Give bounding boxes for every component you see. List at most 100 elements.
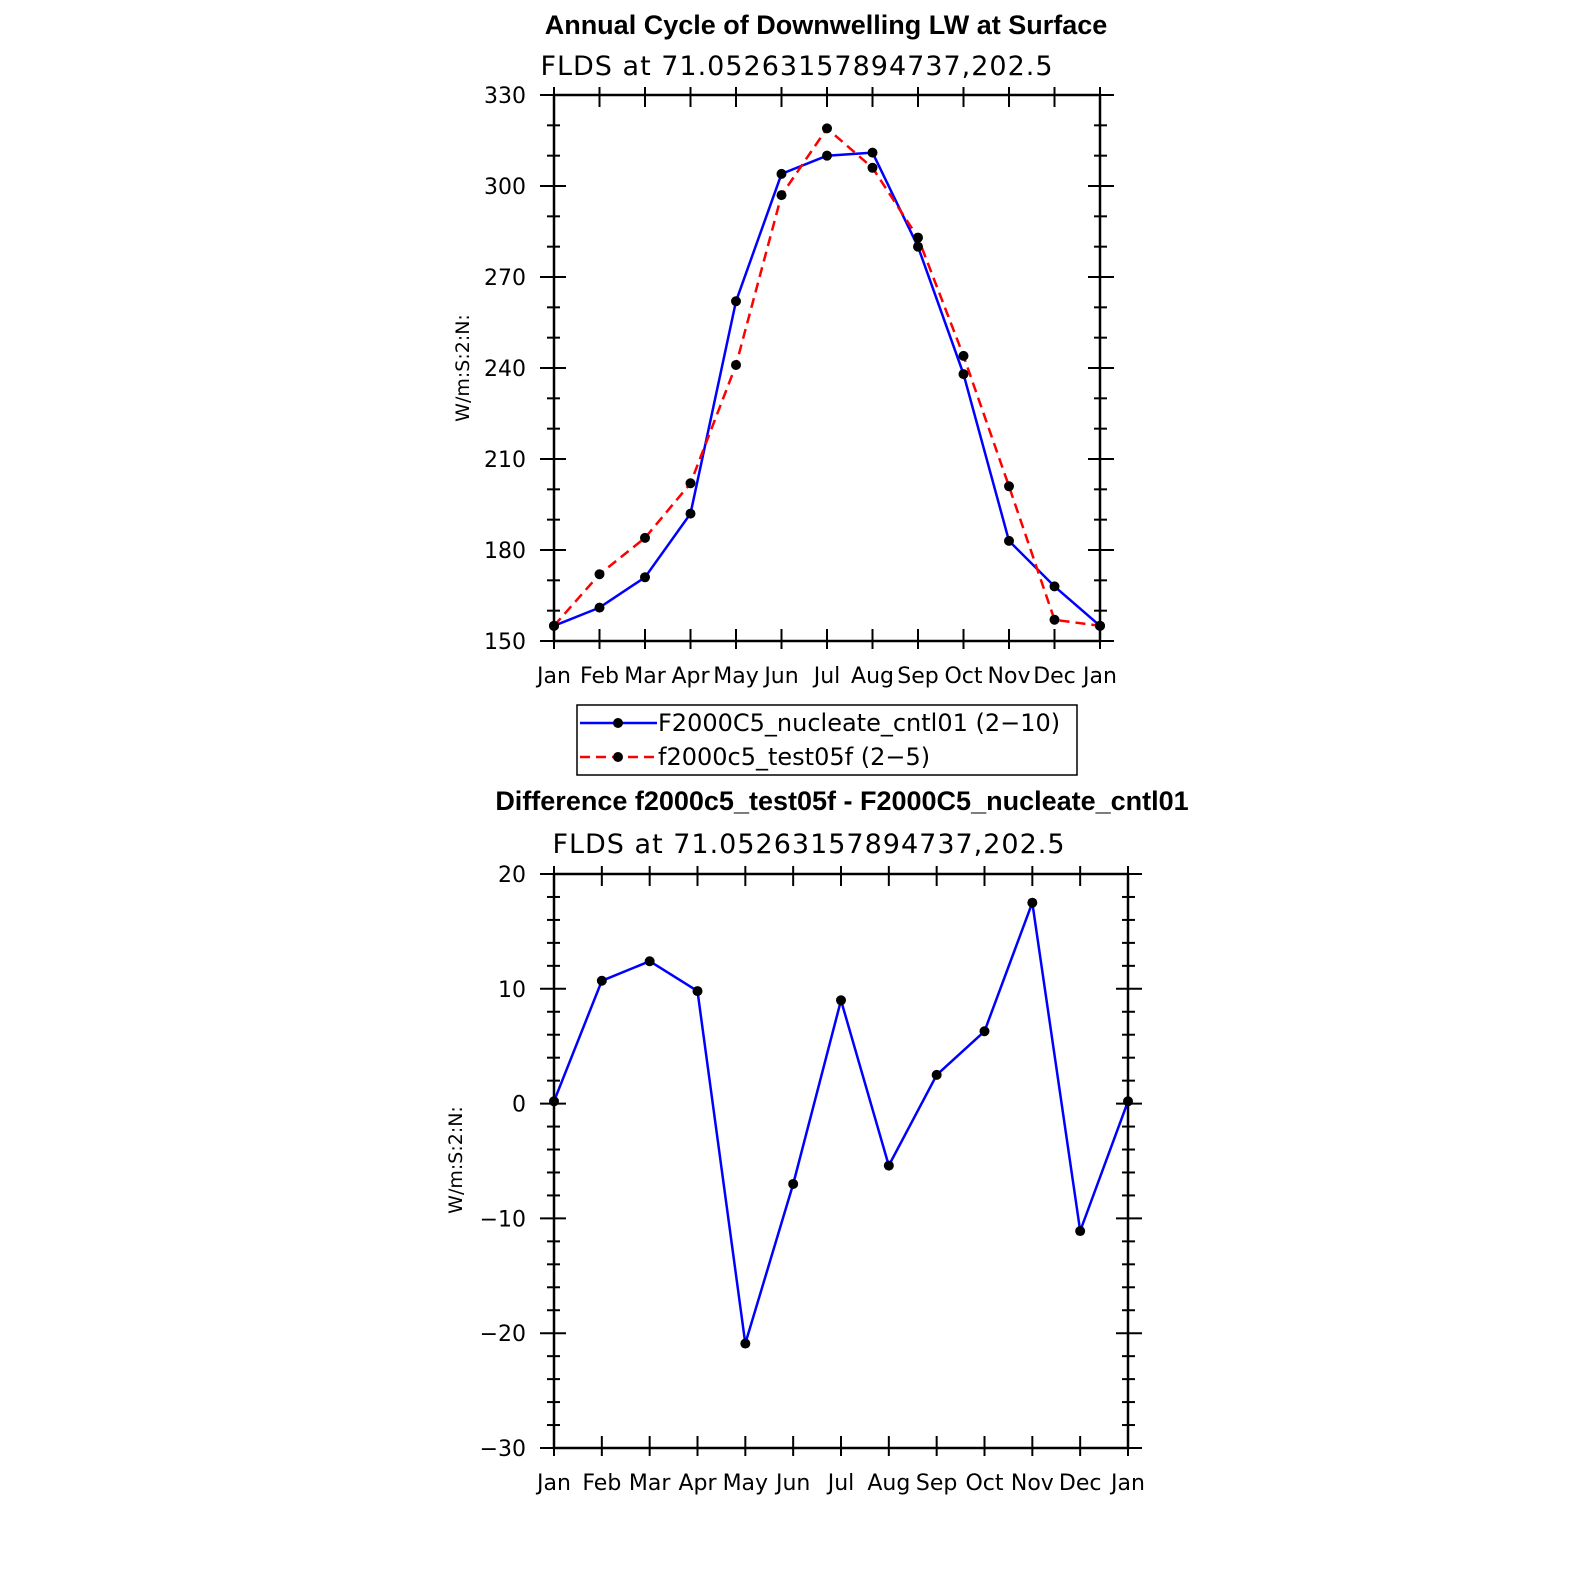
y-tick-label: −20 [480, 1322, 526, 1347]
data-point [958, 350, 969, 361]
x-tick-label: Nov [1011, 1471, 1054, 1496]
data-point [685, 478, 696, 489]
x-tick-label: Jan [535, 664, 571, 689]
data-point [913, 241, 923, 252]
data-point [979, 1026, 990, 1037]
series-line [552, 901, 1130, 1345]
tick-labels: Jan Feb Mar Apr May Jun Jul Aug Sep Oct Nov Dec Jan1… [484, 84, 1117, 689]
y-axis-label: W/m:S:2:N: [452, 314, 474, 422]
data-point [731, 296, 741, 307]
y-tick-label: 210 [484, 448, 526, 473]
x-tick-label: Jan [1109, 1471, 1145, 1496]
data-point [731, 359, 741, 370]
x-tick-label: Apr [678, 1471, 717, 1496]
data-point [776, 190, 787, 201]
x-tick-label: Jun [774, 1471, 810, 1496]
data-point [788, 1178, 799, 1189]
series-line [553, 151, 1101, 627]
x-tick-label: May [723, 1471, 768, 1496]
x-tick-label: Jan [535, 1471, 571, 1496]
data-point [867, 147, 878, 158]
data-point [867, 162, 878, 173]
data-point [1075, 1226, 1086, 1237]
y-tick-label: −10 [480, 1207, 526, 1232]
legend: F2000C5_nucleate_cntl01 (2−10) f2000c5_t… [576, 704, 1078, 776]
x-tick-label: Jul [826, 1471, 855, 1496]
x-tick-label: Feb [580, 664, 619, 689]
data-point [1049, 581, 1060, 592]
x-tick-label: Nov [988, 664, 1031, 689]
y-axis-label: W/m:S:2:N: [445, 1106, 467, 1214]
x-tick-label: Sep [916, 1471, 957, 1496]
data-point [836, 995, 846, 1006]
data-series [549, 123, 1105, 631]
annual-cycle-chart: Annual Cycle of Downwelling LW at Surfac… [452, 10, 1117, 776]
y-tick-label: 10 [498, 978, 526, 1003]
difference-chart: Difference f2000c5_test05f - F2000C5_nuc… [445, 786, 1189, 1496]
y-tick-label: 180 [484, 539, 526, 564]
x-tick-label: Aug [851, 664, 894, 689]
x-tick-label: Sep [897, 664, 938, 689]
y-tick-label: 270 [484, 266, 526, 291]
data-point [692, 986, 703, 997]
legend-label-test05f: f2000c5_test05f (2−5) [658, 743, 930, 771]
data-point [549, 620, 559, 631]
y-tick-label: 240 [484, 357, 526, 382]
plot-frame [552, 93, 1102, 643]
data-point [883, 1160, 894, 1171]
data-point [1027, 897, 1038, 908]
x-tick-label: Mar [629, 1471, 671, 1496]
x-tick-label: Jul [812, 664, 841, 689]
x-tick-label: Dec [1033, 664, 1076, 689]
x-tick-label: Mar [624, 664, 666, 689]
legend-box [576, 704, 1078, 776]
data-point [594, 569, 605, 580]
data-point [640, 532, 650, 543]
x-tick-label: Oct [965, 1471, 1003, 1496]
data-point [640, 572, 650, 583]
chart-subtitle: FLDS at 71.05263157894737,202.5 [552, 829, 1065, 860]
data-point [1004, 481, 1014, 492]
y-tick-label: −30 [480, 1437, 526, 1462]
data-point [740, 1338, 751, 1349]
y-tick-label: 330 [484, 84, 526, 109]
data-point [1004, 535, 1014, 546]
data-point [1123, 1096, 1133, 1107]
legend-marker-cntl01 [613, 718, 623, 728]
data-series [549, 897, 1133, 1349]
axis-ticks [540, 866, 1142, 1456]
x-tick-label: Oct [944, 664, 982, 689]
y-tick-label: 20 [498, 863, 526, 888]
axis-ticks [540, 87, 1114, 649]
y-tick-label: 300 [484, 175, 526, 200]
data-point [822, 123, 832, 134]
tick-labels: Jan Feb Mar Apr May Jun Jul Aug Sep Oct Nov Dec Jan−… [480, 863, 1145, 1496]
data-point [644, 956, 655, 967]
data-point [549, 1096, 559, 1107]
data-point [913, 232, 923, 243]
data-point [822, 150, 832, 161]
data-point [594, 602, 605, 613]
chart-title: Annual Cycle of Downwelling LW at Surfac… [545, 10, 1108, 40]
data-point [596, 975, 607, 986]
data-point [931, 1069, 942, 1080]
y-tick-label: 0 [512, 1093, 526, 1118]
y-tick-label: 150 [484, 630, 526, 655]
legend-label-cntl01: F2000C5_nucleate_cntl01 (2−10) [658, 709, 1060, 737]
data-point [1049, 614, 1060, 625]
legend-marker-test05f [613, 752, 623, 762]
data-point [685, 508, 696, 519]
x-tick-label: Aug [867, 1471, 910, 1496]
x-tick-label: Dec [1059, 1471, 1102, 1496]
data-point [776, 168, 787, 179]
data-point [958, 369, 969, 380]
x-tick-label: Apr [671, 664, 710, 689]
x-tick-label: May [713, 664, 758, 689]
data-point [1095, 620, 1105, 631]
chart-subtitle: FLDS at 71.05263157894737,202.5 [540, 51, 1053, 82]
x-tick-label: Jun [762, 664, 798, 689]
chart-title: Difference f2000c5_test05f - F2000C5_nuc… [495, 786, 1188, 816]
x-tick-label: Feb [582, 1471, 621, 1496]
x-tick-label: Jan [1081, 664, 1117, 689]
